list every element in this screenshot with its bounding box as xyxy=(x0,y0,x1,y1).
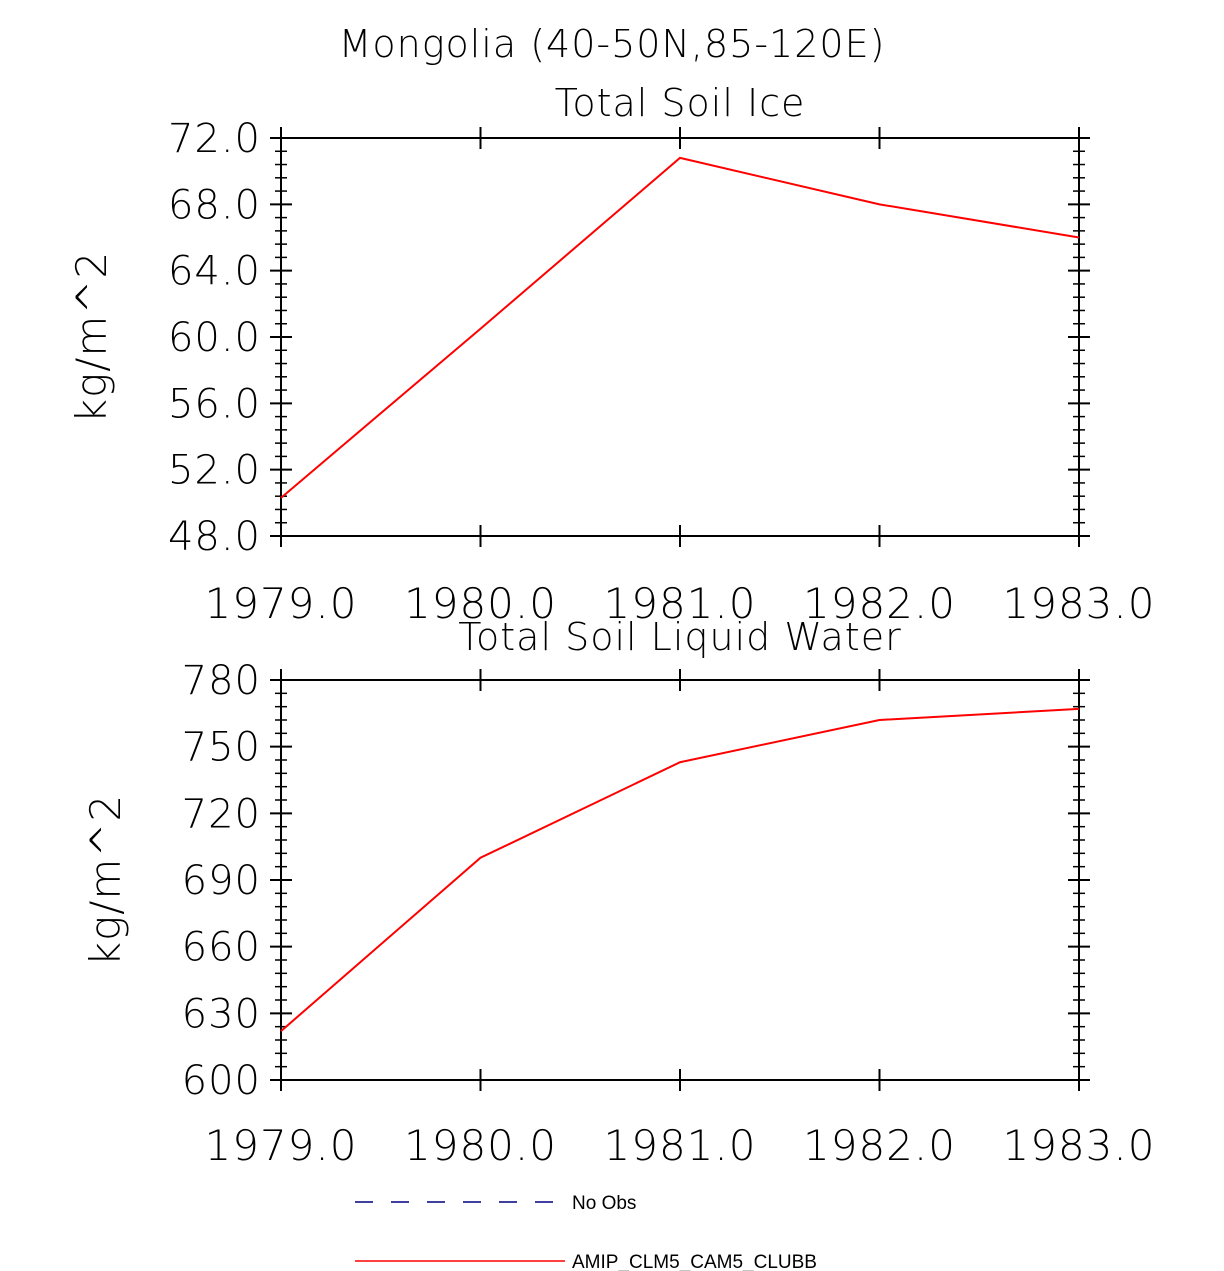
y-tick-label: 750 xyxy=(182,725,261,771)
panel-total-soil-ice: Total Soil Ice 1979.0 1980.0 1981.0 1982.0 19… xyxy=(67,81,1156,628)
x-tick-label: 1982.0 xyxy=(803,1121,956,1170)
y-tick-label: 48.0 xyxy=(168,514,261,560)
y-tick-label: 68.0 xyxy=(168,182,261,228)
legend-label-amip-clm5-cam5-clubb: AMIP_CLM5_CAM5_CLUBB xyxy=(572,1252,817,1271)
x-tick-label: 1979.0 xyxy=(205,579,358,628)
plot-frame xyxy=(280,679,1080,1081)
x-tick-label: 1980.0 xyxy=(404,1121,557,1170)
legend-label-no-obs: No Obs xyxy=(572,1193,636,1214)
y-tick-label: 600 xyxy=(182,1058,261,1104)
x-tick-label: 1980.0 xyxy=(404,579,557,628)
y-axis-title: kg/m^2 xyxy=(81,794,130,967)
y-axis-title: kg/m^2 xyxy=(67,251,116,424)
series-line xyxy=(280,707,1080,1032)
plot-frame xyxy=(280,137,1080,537)
y-tick-label: 52.0 xyxy=(168,448,261,494)
y-tick-label: 780 xyxy=(182,658,261,704)
y-tick-label: 72.0 xyxy=(168,116,261,162)
x-tick-label: 1983.0 xyxy=(1003,1121,1156,1170)
chart-title: Total Soil Liquid Water xyxy=(458,615,901,659)
y-tick-label: 60.0 xyxy=(168,315,261,361)
x-tick-label: 1983.0 xyxy=(1003,579,1156,628)
panel-total-soil-liquid-water: Total Soil Liquid Water 1979.0 1980.0 1981.… xyxy=(81,615,1156,1170)
legend: No Obs AMIP_CLM5_CAM5_CLUBB xyxy=(355,1193,817,1271)
chart-title: Total Soil Ice xyxy=(555,81,806,125)
y-tick-label: 660 xyxy=(182,925,261,971)
y-tick-label: 630 xyxy=(182,991,261,1037)
y-tick-label: 64.0 xyxy=(168,249,261,295)
figure-title: Mongolia (40-50N,85-120E) xyxy=(339,22,886,66)
series-line xyxy=(280,156,1080,499)
x-tick-label: 1981.0 xyxy=(604,579,757,628)
y-tick-label: 720 xyxy=(182,791,261,837)
x-tick-label: 1982.0 xyxy=(803,579,956,628)
y-tick-label: 56.0 xyxy=(168,381,261,427)
y-tick-label: 690 xyxy=(182,858,261,904)
x-tick-label: 1979.0 xyxy=(205,1121,358,1170)
x-tick-label: 1981.0 xyxy=(604,1121,757,1170)
